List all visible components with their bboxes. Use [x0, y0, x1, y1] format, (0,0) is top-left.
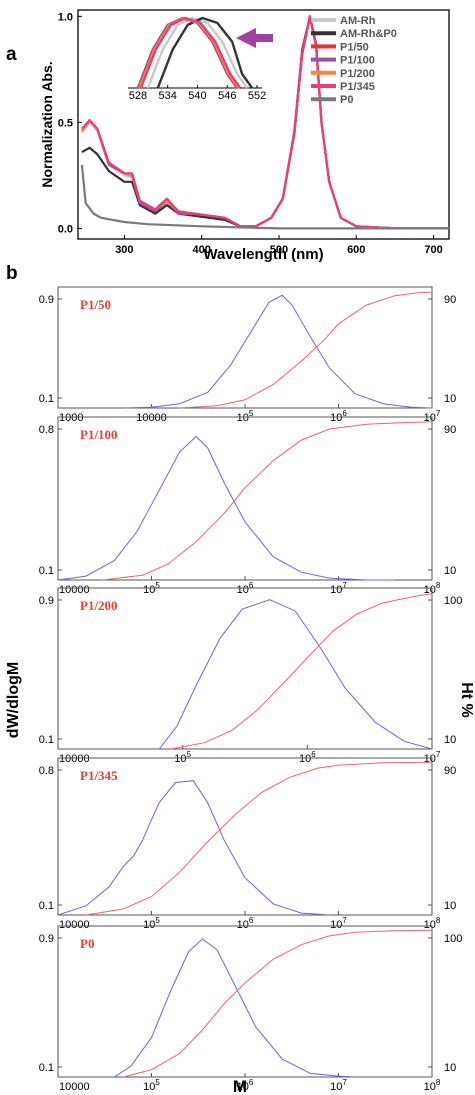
panel-b-letter: b	[6, 263, 18, 284]
gpc-dwdlogm-curve	[57, 435, 395, 581]
inset-series-line	[139, 16, 242, 89]
gpc-xtick-label: 105	[237, 409, 254, 424]
gpc-right-ytick-label: 10	[444, 393, 456, 405]
gpc-xtick-label: 108	[424, 1078, 441, 1093]
legend-entry: P1/100	[340, 55, 375, 67]
gpc-ht-curve	[170, 593, 433, 750]
shared-left-ylabel: dW/dlogM	[5, 662, 22, 738]
panel-a-xlabel: Wavelength (nm)	[203, 246, 323, 263]
gpc-xtick-label: 10000	[59, 584, 90, 596]
gpc-right-ytick-label: 10	[444, 565, 456, 577]
gpc-xtick-label: 106	[299, 750, 316, 765]
gpc-xtick-label: 105	[174, 750, 191, 765]
gpc-xtick-label: 1000	[59, 412, 83, 424]
inset-xtick-label: 540	[188, 90, 206, 102]
gpc-left-ytick-label: 0.8	[39, 424, 54, 436]
gpc-xtick-label: 105	[143, 1078, 160, 1093]
panel-a-xtick-label: 300	[115, 244, 133, 256]
inset-series-line	[156, 16, 254, 89]
gpc-ht-curve	[123, 929, 433, 1078]
legend-entry: P0	[340, 94, 353, 106]
gpc-right-ytick-label: 10	[444, 734, 456, 746]
gpc-xtick-label: 10000	[59, 919, 90, 931]
gpc-left-ytick-label: 0.9	[39, 294, 54, 306]
panel-a-xtick-label: 500	[270, 244, 288, 256]
gpc-xtick-label: 105	[143, 581, 160, 596]
inset-xtick-label: 534	[159, 90, 177, 102]
gpc-frame	[57, 925, 433, 1078]
panel-a-xtick-label: 600	[347, 244, 365, 256]
gpc-right-ytick-label: 90	[444, 424, 456, 436]
gpc-xtick-label: 107	[330, 916, 347, 931]
gpc-xtick-label: 10000	[59, 1081, 90, 1093]
gpc-xtick-label: 106	[237, 581, 254, 596]
gpc-right-ytick-label: 90	[444, 294, 456, 306]
gpc-xtick-label: 106	[237, 916, 254, 931]
gpc-right-ytick-label: 10	[444, 1062, 456, 1074]
gpc-right-ytick-label: 90	[444, 765, 456, 777]
gpc-dwdlogm-curve	[158, 599, 433, 750]
gpc-xtick-label: 108	[424, 916, 441, 931]
gpc-frame	[57, 286, 433, 409]
gpc-xtick-label: 108	[424, 581, 441, 596]
inset-xtick-label: 528	[129, 90, 147, 102]
gpc-xtick-label: 106	[237, 1078, 254, 1093]
panel-a-ytick-label: 1.0	[58, 11, 73, 23]
panel-a-ylabel: Normalization Abs.	[39, 61, 55, 187]
panel-a-letter: a	[6, 44, 17, 65]
gpc-xtick-label: 107	[330, 1078, 347, 1093]
panel-b-gpc-charts: P1/50 0.9 0.1 90 10 1000 10000 105 106 107 P1/100 0…	[39, 286, 462, 1093]
gpc-sample-label: P1/100	[80, 427, 118, 442]
gpc-left-ytick-label: 0.1	[39, 734, 54, 746]
gpc-sample-label: P1/200	[80, 598, 118, 613]
legend-entry: AM-Rh	[340, 15, 376, 27]
inset-xtick-label: 546	[218, 90, 236, 102]
gpc-xtick-label: 107	[424, 409, 441, 424]
gpc-left-ytick-label: 0.1	[39, 565, 54, 577]
inset-shift-arrow-head	[236, 28, 256, 48]
panel-a-series-line	[81, 15, 449, 230]
gpc-ht-curve	[86, 761, 433, 916]
panel-a-ytick-label: 0.0	[58, 223, 73, 235]
gpc-xtick-label: 107	[330, 581, 347, 596]
gpc-dwdlogm-curve	[57, 780, 330, 916]
legend-entry: P1/200	[340, 68, 375, 80]
gpc-left-ytick-label: 0.1	[39, 900, 54, 912]
gpc-sample-label: P1/50	[80, 297, 111, 312]
gpc-xtick-label: 105	[143, 916, 160, 931]
gpc-right-ytick-label: 10	[444, 900, 456, 912]
legend-entry: P1/50	[340, 41, 369, 53]
gpc-dwdlogm-curve	[123, 294, 433, 409]
gpc-right-ytick-label: 100	[444, 595, 462, 607]
gpc-xtick-label: 10000	[136, 412, 167, 424]
panel-a-frame	[77, 9, 450, 240]
gpc-frame	[57, 587, 433, 750]
gpc-xtick-label: 10000	[59, 753, 90, 765]
gpc-xtick-label: 106	[330, 409, 347, 424]
panel-a-ytick-label: 0.5	[58, 117, 73, 129]
gpc-left-ytick-label: 0.8	[39, 765, 54, 777]
shared-right-ylabel: Ht %	[458, 682, 475, 718]
legend-entry: P1/345	[340, 81, 375, 93]
panel-a-xtick-label: 700	[424, 244, 442, 256]
shared-xlabel: M	[233, 1077, 247, 1095]
gpc-ht-curve	[179, 291, 433, 409]
panel-a-absorbance-chart: 300 400 500 600 700 0.0 0.5 1.0 Wavelength (nm) N…	[39, 9, 450, 263]
gpc-sample-label: P1/345	[80, 768, 118, 783]
panel-a-xtick-label: 400	[192, 244, 210, 256]
inset-shift-arrow-shaft	[256, 34, 273, 42]
gpc-ht-curve	[102, 421, 433, 581]
legend-entry: AM-Rh&P0	[340, 28, 397, 40]
gpc-right-ytick-label: 100	[444, 933, 462, 945]
inset-xtick-label: 552	[248, 90, 266, 102]
gpc-sample-label: P0	[80, 936, 94, 951]
gpc-left-ytick-label: 0.9	[39, 595, 54, 607]
panel-a-series-line	[80, 164, 449, 230]
gpc-left-ytick-label: 0.1	[39, 393, 54, 405]
gpc-dwdlogm-curve	[114, 938, 356, 1078]
gpc-left-ytick-label: 0.1	[39, 1062, 54, 1074]
gpc-left-ytick-label: 0.9	[39, 933, 54, 945]
